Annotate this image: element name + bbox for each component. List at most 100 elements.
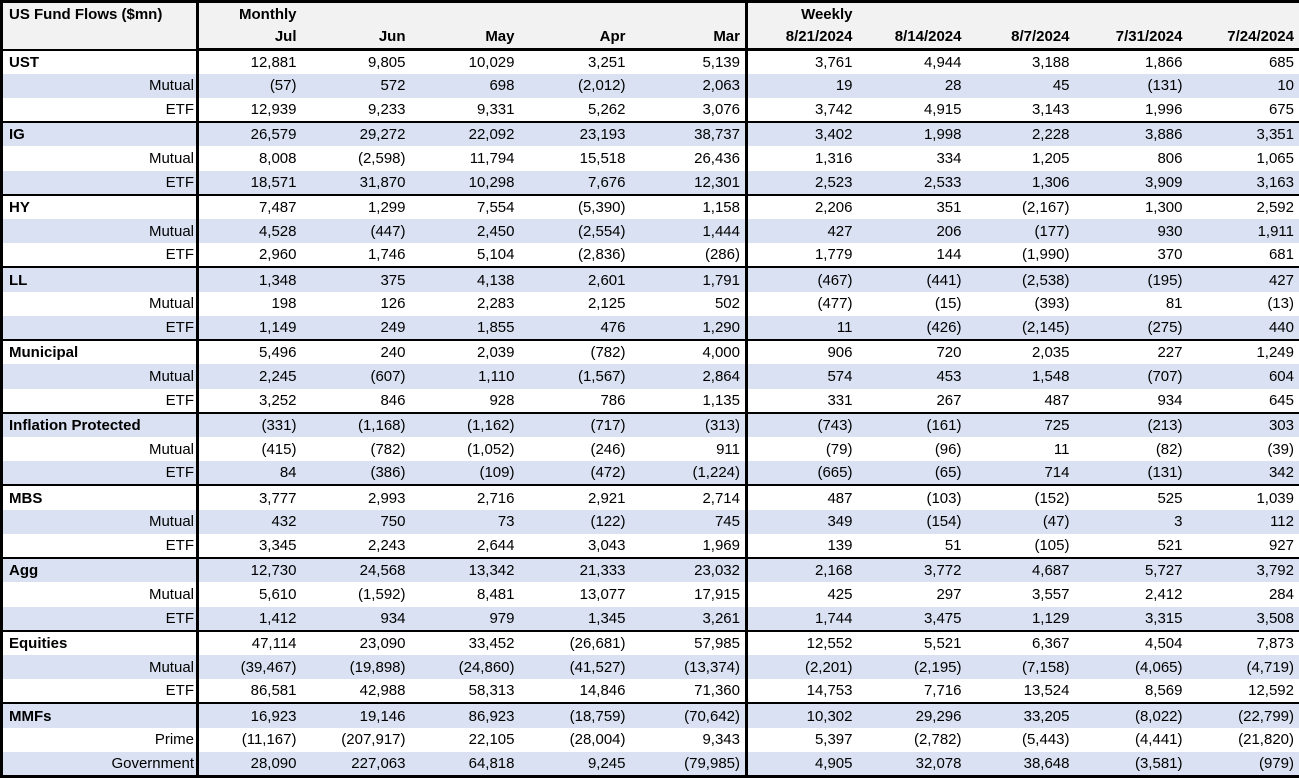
value-cell: 3,777 xyxy=(197,484,302,510)
group-label: MBS xyxy=(1,484,199,510)
sub-row: Prime (11,167) (207,917) 22,105 (28,004) 9,34… xyxy=(1,727,1299,752)
value-cell: 911 xyxy=(630,437,747,462)
group-label: UST xyxy=(1,48,199,74)
sub-row: Mutual 2,245 (607) 1,110 (1,567) 2,864 574 453 1… xyxy=(1,364,1299,389)
value-cell: 14,753 xyxy=(745,679,858,704)
subrow-label: ETF xyxy=(1,170,199,195)
sub-row: Mutual (39,467) (19,898) (24,860) (41,527) (1… xyxy=(1,654,1299,680)
group-row: MBS 3,777 2,993 2,716 2,921 2,714 487 (103) (152… xyxy=(1,484,1299,510)
value-cell: 10 xyxy=(1187,73,1299,98)
value-cell: 8,008 xyxy=(197,146,302,171)
value-cell: (393) xyxy=(966,291,1075,316)
value-cell: 645 xyxy=(1187,388,1299,413)
value-cell: 5,610 xyxy=(197,582,302,607)
value-cell: 2,283 xyxy=(410,291,520,316)
value-cell: (331) xyxy=(197,411,302,437)
value-cell: 979 xyxy=(410,606,520,631)
value-cell: 86,581 xyxy=(197,679,302,704)
value-cell: 31,870 xyxy=(301,170,411,195)
sub-row: Mutual 198 126 2,283 2,125 502 (477) (15) (393) 8… xyxy=(1,291,1299,316)
value-cell: 3,345 xyxy=(197,533,302,559)
value-cell: (743) xyxy=(745,411,858,437)
value-cell: (1,224) xyxy=(630,461,747,486)
group-row: Inflation Protected (331) (1,168) (1,162) (7… xyxy=(1,411,1299,437)
value-cell: (13,374) xyxy=(630,654,747,680)
sub-row: Mutual (57) 572 698 (2,012) 2,063 19 28 45 (131) 1… xyxy=(1,73,1299,98)
value-cell: (70,642) xyxy=(630,702,747,728)
value-cell: 227 xyxy=(1074,339,1188,365)
value-cell: 13,524 xyxy=(966,679,1075,704)
value-cell: 2,644 xyxy=(410,533,520,559)
value-cell: 22,092 xyxy=(410,121,520,147)
value-cell: 720 xyxy=(857,339,967,365)
value-cell: (82) xyxy=(1074,437,1188,462)
value-cell: 3,886 xyxy=(1074,121,1188,147)
value-cell: 206 xyxy=(857,219,967,244)
value-cell: 24,568 xyxy=(301,557,411,583)
column-header-may: May xyxy=(410,25,520,51)
value-cell: 47,114 xyxy=(197,629,302,655)
value-cell: (286) xyxy=(630,243,747,268)
value-cell: (467) xyxy=(745,266,858,292)
value-cell: 930 xyxy=(1074,219,1188,244)
value-cell: 4,915 xyxy=(857,97,967,123)
value-cell: 7,716 xyxy=(857,679,967,704)
value-cell: 198 xyxy=(197,291,302,316)
value-cell: 1,911 xyxy=(1187,219,1299,244)
value-cell: 440 xyxy=(1187,315,1299,341)
value-cell: 1,135 xyxy=(630,388,747,413)
value-cell: (161) xyxy=(857,411,967,437)
value-cell: 574 xyxy=(745,364,858,389)
value-cell: 3,772 xyxy=(857,557,967,583)
value-cell: 750 xyxy=(301,509,411,534)
group-label: Municipal xyxy=(1,339,199,365)
value-cell: (707) xyxy=(1074,364,1188,389)
value-cell: 5,262 xyxy=(519,97,631,123)
value-cell: 1,746 xyxy=(301,243,411,268)
group-row: MMFs 16,923 19,146 86,923 (18,759) (70,642) 10… xyxy=(1,702,1299,728)
value-cell: 1,548 xyxy=(966,364,1075,389)
subrow-label: ETF xyxy=(1,97,199,123)
value-cell: 334 xyxy=(857,146,967,171)
value-cell: 13,342 xyxy=(410,557,520,583)
value-cell: (21,820) xyxy=(1187,727,1299,752)
value-cell: 33,452 xyxy=(410,629,520,655)
value-cell: 3,261 xyxy=(630,606,747,631)
value-cell: 284 xyxy=(1187,582,1299,607)
value-cell: 3,143 xyxy=(966,97,1075,123)
value-cell: 2,533 xyxy=(857,170,967,195)
value-cell: 10,029 xyxy=(410,48,520,74)
value-cell: 5,104 xyxy=(410,243,520,268)
value-cell: 745 xyxy=(630,509,747,534)
value-cell: 714 xyxy=(966,461,1075,486)
value-cell: 502 xyxy=(630,291,747,316)
value-cell: 3,163 xyxy=(1187,170,1299,195)
value-cell: 2,039 xyxy=(410,339,520,365)
value-cell: 2,714 xyxy=(630,484,747,510)
value-cell: 7,676 xyxy=(519,170,631,195)
value-cell: (665) xyxy=(745,461,858,486)
value-cell: 1,744 xyxy=(745,606,858,631)
value-cell: (441) xyxy=(857,266,967,292)
value-cell: 675 xyxy=(1187,97,1299,123)
value-cell: 12,592 xyxy=(1187,679,1299,704)
sub-row: ETF 86,581 42,988 58,313 14,846 71,360 14,753 7… xyxy=(1,679,1299,704)
value-cell: (1,168) xyxy=(301,411,411,437)
group-row: LL 1,348 375 4,138 2,601 1,791 (467) (441) (2,53… xyxy=(1,266,1299,292)
table-title: US Fund Flows ($mn) xyxy=(1,1,199,50)
value-cell: 12,301 xyxy=(630,170,747,195)
column-header-apr: Apr xyxy=(519,25,631,51)
value-cell: 38,737 xyxy=(630,121,747,147)
value-cell: 425 xyxy=(745,582,858,607)
subrow-label: ETF xyxy=(1,679,199,704)
value-cell: 51 xyxy=(857,533,967,559)
value-cell: 846 xyxy=(301,388,411,413)
value-cell: (5,390) xyxy=(519,193,631,220)
value-cell: (39) xyxy=(1187,437,1299,462)
value-cell: 3,792 xyxy=(1187,557,1299,583)
value-cell: 5,397 xyxy=(745,727,858,752)
value-cell: 249 xyxy=(301,315,411,341)
value-cell: (1,162) xyxy=(410,411,520,437)
value-cell: 9,233 xyxy=(301,97,411,123)
